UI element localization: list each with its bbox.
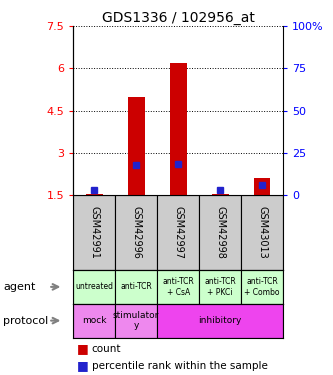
Bar bbox=[128, 97, 145, 195]
Bar bbox=[115, 304, 157, 338]
Text: count: count bbox=[92, 344, 121, 354]
Text: untreated: untreated bbox=[75, 282, 113, 291]
Bar bbox=[157, 270, 199, 304]
Text: anti-TCR
+ Combo: anti-TCR + Combo bbox=[244, 277, 280, 297]
Text: agent: agent bbox=[3, 282, 36, 292]
Text: GSM42998: GSM42998 bbox=[215, 206, 225, 259]
Text: GSM42991: GSM42991 bbox=[89, 206, 99, 259]
Bar bbox=[157, 195, 199, 270]
Text: inhibitory: inhibitory bbox=[198, 316, 242, 325]
Bar bbox=[73, 195, 115, 270]
Text: percentile rank within the sample: percentile rank within the sample bbox=[92, 361, 267, 370]
Bar bbox=[170, 63, 186, 195]
Bar bbox=[73, 270, 115, 304]
Bar bbox=[73, 304, 115, 338]
Text: anti-TCR
+ PKCi: anti-TCR + PKCi bbox=[204, 277, 236, 297]
Bar bbox=[241, 195, 283, 270]
Text: ■: ■ bbox=[77, 342, 88, 355]
Text: GSM42997: GSM42997 bbox=[173, 206, 183, 259]
Text: mock: mock bbox=[82, 316, 107, 325]
Text: anti-TCR: anti-TCR bbox=[120, 282, 152, 291]
Bar bbox=[86, 194, 103, 195]
Bar bbox=[254, 178, 270, 195]
Bar bbox=[115, 270, 157, 304]
Bar bbox=[157, 304, 283, 338]
Text: ■: ■ bbox=[77, 359, 88, 372]
Text: anti-TCR
+ CsA: anti-TCR + CsA bbox=[162, 277, 194, 297]
Bar bbox=[199, 270, 241, 304]
Bar bbox=[212, 194, 228, 195]
Bar bbox=[241, 270, 283, 304]
Text: protocol: protocol bbox=[3, 316, 49, 326]
Title: GDS1336 / 102956_at: GDS1336 / 102956_at bbox=[102, 11, 255, 25]
Text: GSM42996: GSM42996 bbox=[131, 206, 141, 259]
Bar bbox=[199, 195, 241, 270]
Text: GSM43013: GSM43013 bbox=[257, 206, 267, 259]
Text: stimulator
y: stimulator y bbox=[113, 311, 160, 330]
Bar bbox=[115, 195, 157, 270]
